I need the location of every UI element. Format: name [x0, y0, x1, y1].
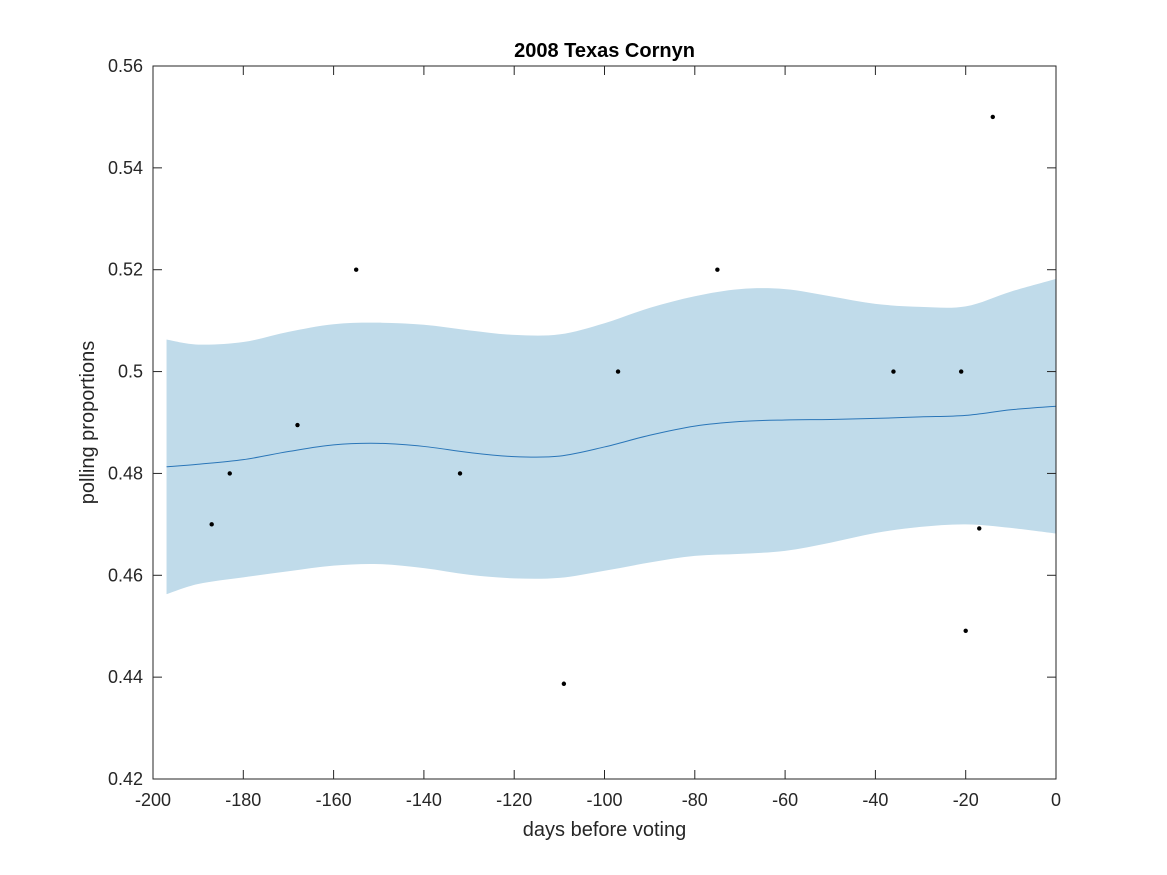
data-point-12 [977, 526, 982, 531]
ticks-layer: -200 -180 -160 -140 -120 -100 -80 -60 -40 -20 00.4… [108, 56, 1061, 810]
data-point-2 [227, 471, 232, 476]
x-tick-label: -80 [682, 790, 708, 810]
data-point-11 [963, 628, 968, 633]
data-point-10 [958, 369, 964, 374]
data-point-9 [891, 369, 896, 374]
y-tick-label: 0.54 [108, 158, 143, 178]
trend-line [166, 405, 1057, 468]
y-tick-label: 0.48 [108, 463, 143, 483]
data-point-3 [295, 422, 300, 428]
x-tick-label: -60 [772, 790, 798, 810]
data-point-6 [561, 681, 567, 686]
x-tick-label: -180 [225, 790, 261, 810]
x-tick-label: -100 [586, 790, 622, 810]
data-point-4 [353, 267, 359, 272]
x-tick-label: -20 [953, 790, 979, 810]
data-point-8 [715, 267, 720, 272]
data-point-13 [990, 114, 995, 120]
data-point-7 [615, 369, 621, 374]
y-tick-label: 0.44 [108, 667, 143, 687]
x-tick-label: -40 [862, 790, 888, 810]
confidence-band-layer [166, 278, 1057, 595]
y-tick-label: 0.42 [108, 769, 143, 789]
trend-line-layer [166, 405, 1057, 468]
y-tick-label: 0.5 [118, 362, 143, 382]
x-tick-label: -160 [316, 790, 352, 810]
y-tick-label: 0.56 [108, 56, 143, 76]
y-tick-label: 0.46 [108, 565, 143, 585]
confidence-band [166, 278, 1057, 595]
x-axis-label: days before voting [523, 819, 686, 841]
data-point-5 [457, 471, 463, 476]
poll-points-layer [209, 114, 995, 686]
x-tick-label: -120 [496, 790, 532, 810]
data-point-1 [209, 522, 214, 527]
x-tick-label: -200 [135, 790, 171, 810]
x-tick-label: -140 [406, 790, 442, 810]
y-tick-label: 0.52 [108, 260, 143, 280]
chart-title: 2008 Texas Cornyn [514, 40, 695, 62]
x-tick-label: 0 [1051, 790, 1061, 810]
y-axis-label: polling proportions [77, 341, 99, 504]
